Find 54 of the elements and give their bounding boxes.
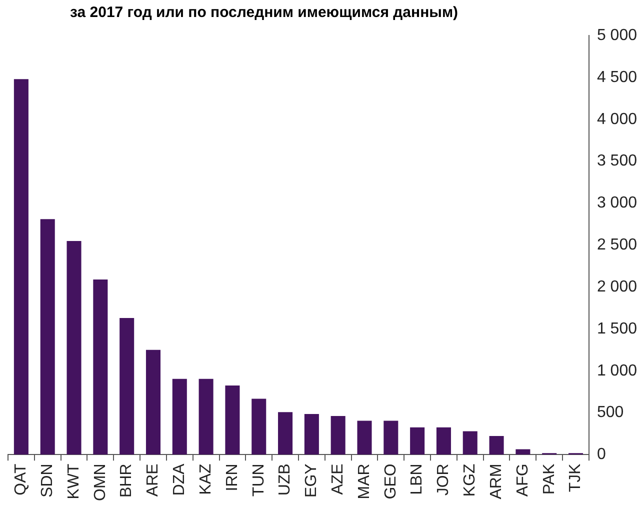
x-tick-label: LBN [408,464,426,495]
x-tick-label: TJK [567,463,584,492]
x-tick-label: KWT [65,463,82,500]
x-tick-label: PAK [540,463,558,494]
x-tick-label: UZB [276,464,294,496]
bar [14,79,28,455]
y-tick-label: 2 500 [596,236,638,254]
bar [436,427,451,455]
x-tick-label: MAR [356,464,373,500]
bar [462,431,478,455]
x-tick-label: ARM [488,464,505,500]
bar [330,416,346,455]
y-tick-label: 2 000 [596,278,638,296]
y-tick-label: 0 [596,446,606,464]
x-tick-label: DZA [171,463,188,496]
y-tick-label: 3 000 [596,194,638,212]
bar [489,436,504,455]
x-tick-label: JOR [435,464,452,496]
bar [516,449,530,455]
bar [40,219,55,455]
bar [225,385,240,455]
x-tick-label: TUN [250,464,268,497]
y-tick-label: 3 500 [596,152,638,170]
x-tick-label: KGZ [462,463,479,497]
bar [304,414,319,455]
bar [93,280,108,455]
bar [410,427,425,455]
bar [172,378,187,455]
x-tick-label: KAZ [197,463,214,495]
x-tick-label: IRN [224,464,241,492]
bar [384,420,398,455]
bar [66,240,82,455]
x-tick-label: SDN [39,464,56,498]
y-tick-label: 1 000 [596,362,638,380]
y-tick-label: 4 000 [596,110,638,128]
bar [120,318,134,455]
y-tick-label: 4 500 [596,68,638,86]
bar [357,420,372,455]
y-tick-label: 5 000 [596,27,638,44]
x-tick-label: OMN [92,464,109,501]
x-tick-label: ARE [144,464,162,497]
y-tick-label: 500 [596,404,624,422]
bar [146,350,160,455]
y-tick-label: 1 500 [596,320,638,338]
chart-title: за 2017 год или по последним имеющимся данным) [70,4,460,23]
bar [198,378,214,455]
bar [252,398,266,455]
x-tick-label: QAT [12,463,30,496]
x-tick-label: AZE [330,464,346,495]
x-tick-label: AFG [514,464,532,497]
x-tick-label: GEO [382,464,400,500]
x-tick-label: EGY [303,463,320,498]
x-tick-label: BHR [118,464,136,498]
bar [278,412,293,455]
